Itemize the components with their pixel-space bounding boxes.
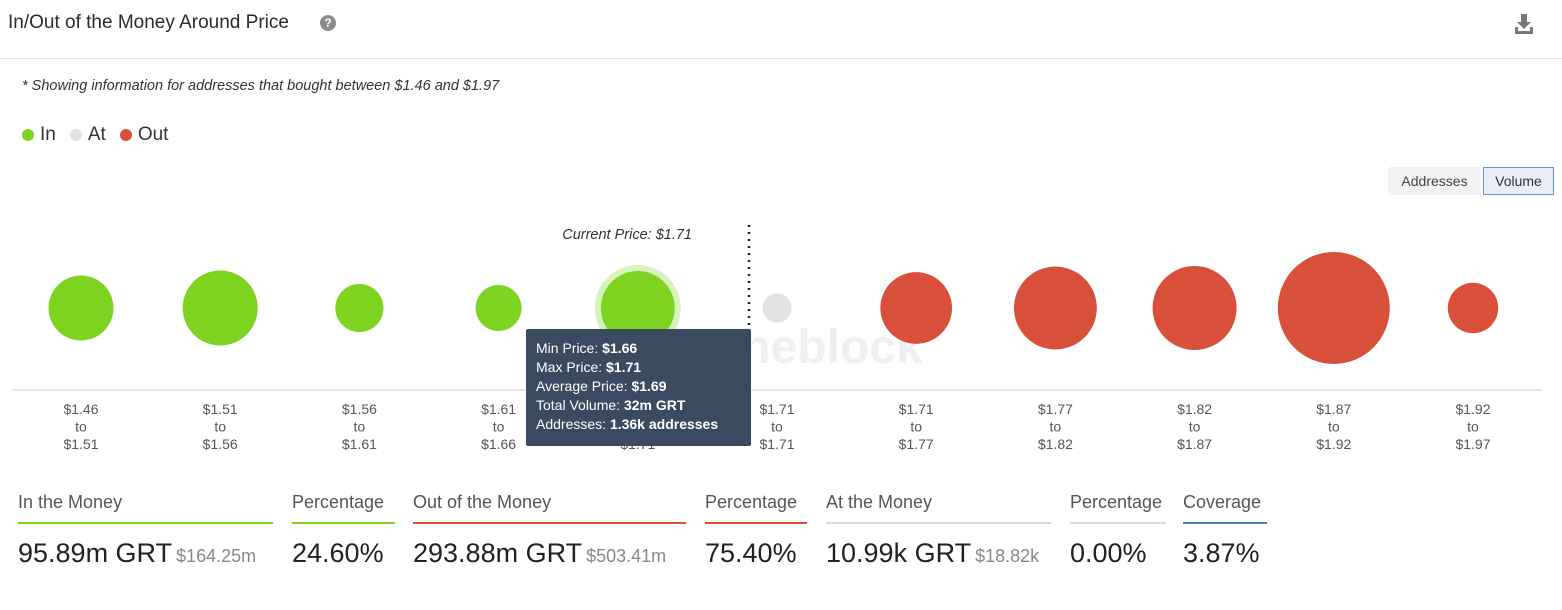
legend-label-in: In bbox=[40, 124, 56, 145]
chart-tooltip: Min Price: $1.66 Max Price: $1.71 Averag… bbox=[526, 329, 751, 446]
addresses-toggle-button[interactable]: Addresses bbox=[1388, 167, 1481, 195]
x-tick-label: $1.92 to $1.97 bbox=[1455, 401, 1490, 452]
tooltip-min-price: Min Price: $1.66 bbox=[536, 340, 638, 356]
bubble-6[interactable] bbox=[762, 293, 792, 323]
bubble-7[interactable] bbox=[880, 272, 953, 344]
x-tick-label: $1.87 to $1.92 bbox=[1316, 401, 1351, 452]
stat-in-percentage: Percentage 24.60% bbox=[292, 492, 395, 569]
x-tick-label: $1.71 to $1.77 bbox=[899, 401, 934, 452]
stat-value-text: 10.99k GRT bbox=[826, 538, 972, 568]
stat-label: Coverage bbox=[1183, 492, 1267, 524]
legend-dot-in bbox=[22, 129, 34, 141]
legend: In At Out bbox=[22, 124, 168, 146]
stat-usd-value: $164.25m bbox=[176, 546, 257, 566]
bubble-11[interactable] bbox=[1447, 282, 1499, 334]
stat-at-percentage: Percentage 0.00% bbox=[1070, 492, 1166, 569]
stat-usd-value: $18.82k bbox=[975, 546, 1040, 566]
stat-label: Percentage bbox=[705, 492, 807, 524]
stat-value: 3.87% bbox=[1183, 538, 1260, 568]
x-tick-label: $1.56 to $1.61 bbox=[342, 401, 377, 452]
question-circle-icon[interactable]: ? bbox=[320, 15, 336, 31]
x-tick-label: $1.51 to $1.56 bbox=[203, 401, 238, 452]
stat-value: 24.60% bbox=[292, 538, 384, 568]
x-tick-label: $1.71 to $1.71 bbox=[759, 401, 794, 452]
x-tick-label: $1.82 to $1.87 bbox=[1177, 401, 1212, 452]
stat-out-percentage: Percentage 75.40% bbox=[705, 492, 807, 569]
legend-item-in[interactable]: In bbox=[22, 124, 56, 146]
widget-header: In/Out of the Money Around Price ? bbox=[0, 0, 1562, 59]
tooltip-max-price: Max Price: $1.71 bbox=[536, 359, 642, 375]
bubble-9[interactable] bbox=[1152, 266, 1237, 350]
stat-value: 0.00% bbox=[1070, 538, 1147, 568]
x-tick-label: $1.77 to $1.82 bbox=[1038, 401, 1073, 452]
tooltip-addresses: Addresses: 1.36k addresses bbox=[536, 416, 719, 432]
legend-dot-out bbox=[119, 129, 132, 141]
page-title: In/Out of the Money Around Price bbox=[8, 12, 289, 33]
stat-value: 95.89m GRT $164.25m bbox=[18, 538, 273, 569]
stat-value: 10.99k GRT $18.82k bbox=[826, 538, 1051, 569]
bubble-10[interactable] bbox=[1277, 252, 1390, 364]
stat-value: 293.88m GRT $503.41m bbox=[413, 538, 686, 569]
legend-item-out[interactable]: Out bbox=[119, 124, 169, 146]
stat-at-the-money: At the Money 10.99k GRT $18.82k bbox=[826, 492, 1051, 569]
bubble-8[interactable] bbox=[1013, 266, 1097, 350]
stat-usd-value: $503.41m bbox=[586, 546, 667, 566]
current-price-label: Current Price: $1.71 bbox=[562, 227, 692, 243]
x-tick-label: $1.46 to $1.51 bbox=[63, 401, 98, 452]
tooltip-average-price: Average Price: $1.69 bbox=[536, 378, 667, 394]
bubble-4[interactable] bbox=[475, 285, 522, 331]
stat-out-of-the-money: Out of the Money 293.88m GRT $503.41m bbox=[413, 492, 686, 569]
download-icon[interactable] bbox=[1512, 12, 1536, 36]
stat-label: Out of the Money bbox=[413, 492, 686, 524]
bubble-3[interactable] bbox=[335, 283, 384, 333]
legend-dot-at bbox=[69, 129, 82, 141]
stat-value-text: 293.88m GRT bbox=[413, 538, 583, 568]
legend-label-at: At bbox=[87, 124, 106, 145]
bubble-2[interactable] bbox=[182, 270, 258, 346]
bubble-5[interactable] bbox=[600, 271, 675, 345]
legend-item-at[interactable]: At bbox=[69, 124, 106, 146]
stat-label: At the Money bbox=[826, 492, 1051, 524]
stat-label: In the Money bbox=[18, 492, 273, 524]
legend-label-out: Out bbox=[137, 124, 169, 145]
stat-coverage: Coverage 3.87% bbox=[1183, 492, 1267, 569]
x-tick-label: $1.61 to $1.66 bbox=[481, 401, 516, 452]
range-note: * Showing information for addresses that… bbox=[22, 78, 500, 94]
stat-label: Percentage bbox=[292, 492, 395, 524]
stat-value: 75.40% bbox=[705, 538, 797, 568]
volume-toggle-button[interactable]: Volume bbox=[1483, 167, 1554, 195]
stat-value-text: 95.89m GRT bbox=[18, 538, 173, 568]
stat-in-the-money: In the Money 95.89m GRT $164.25m bbox=[18, 492, 273, 569]
tooltip-total-volume: Total Volume: 32m GRT bbox=[536, 397, 686, 413]
stat-label: Percentage bbox=[1070, 492, 1166, 524]
bubble-1[interactable] bbox=[48, 275, 114, 341]
